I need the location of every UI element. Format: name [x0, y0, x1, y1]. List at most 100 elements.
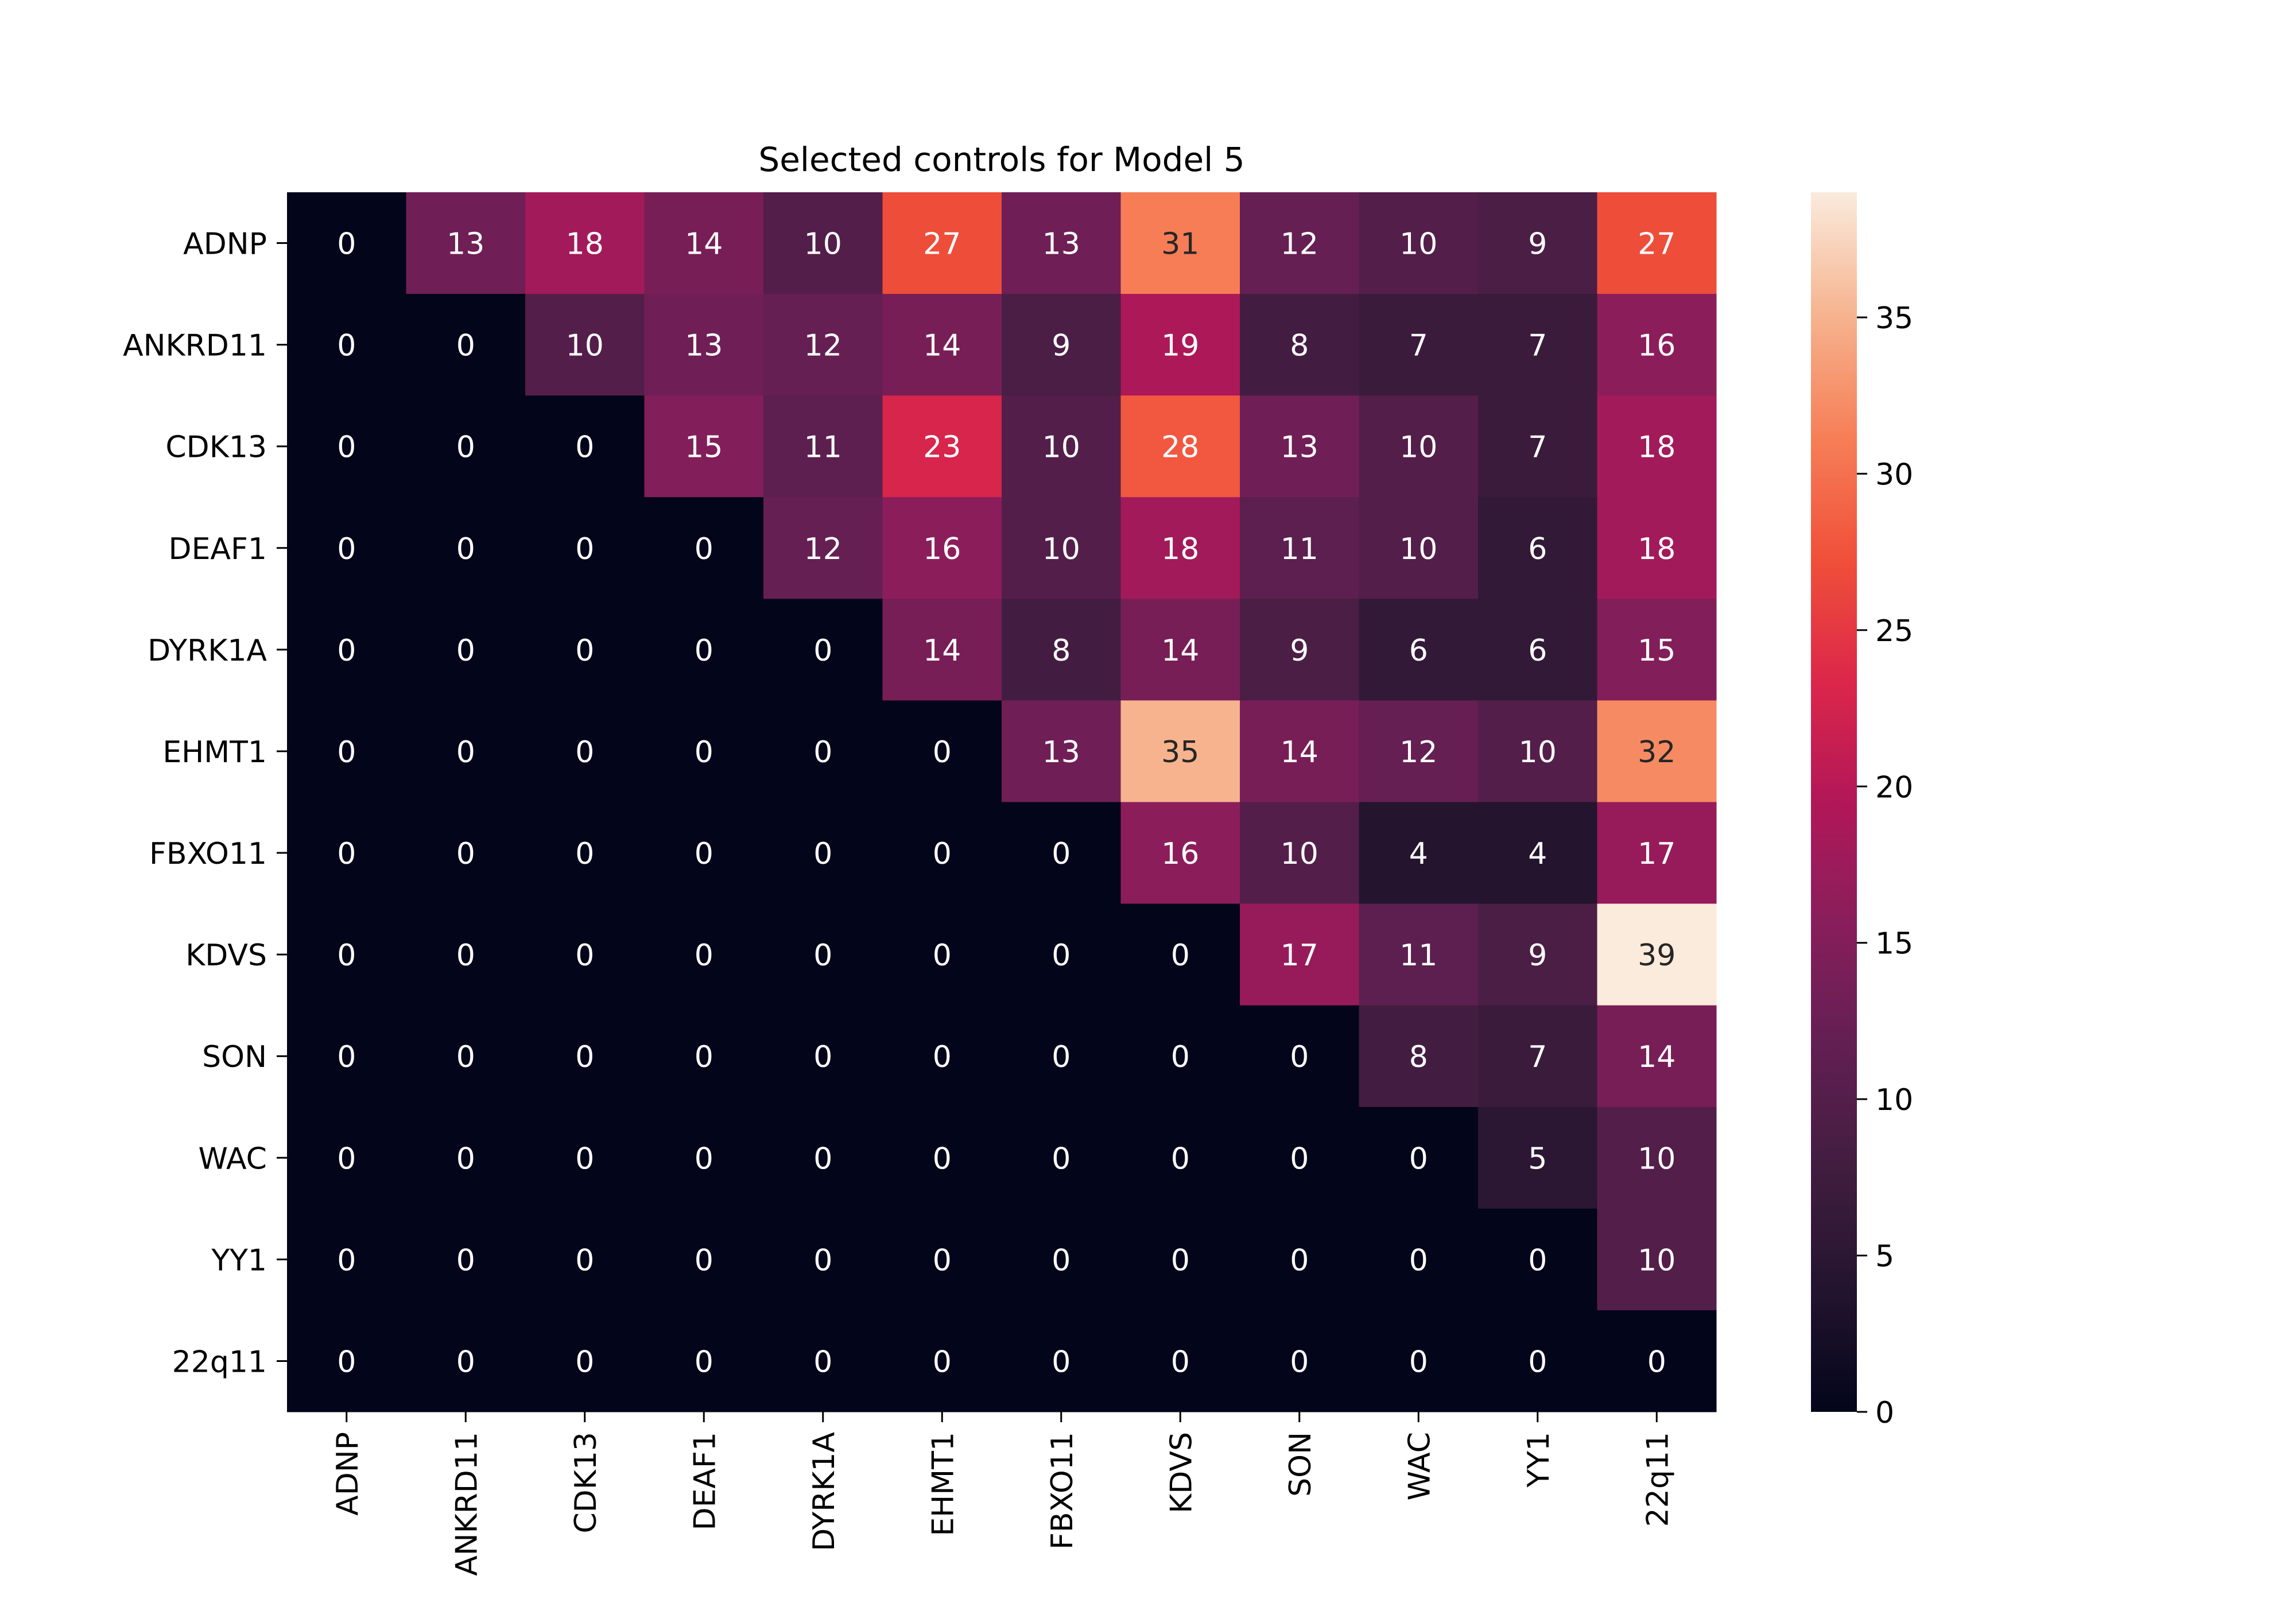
cell-value-label: 9 [1528, 227, 1547, 262]
cell-value-label: 0 [337, 1243, 356, 1278]
heatmap-cell [644, 599, 764, 701]
heatmap-cell [644, 1107, 764, 1209]
heatmap-cell [1002, 395, 1121, 498]
heatmap-cell [763, 1208, 883, 1311]
cell-value-label: 0 [1647, 1345, 1666, 1379]
cell-value-label: 0 [456, 634, 475, 668]
cell-value-label: 0 [695, 1243, 713, 1278]
heatmap-cell [406, 1208, 526, 1311]
cell-value-label: 10 [1519, 735, 1557, 770]
colorbar-tick-label: 10 [1875, 1083, 1913, 1117]
y-tick-label: SON [202, 1040, 267, 1074]
heatmap-cell [882, 1208, 1002, 1311]
heatmap-cell [644, 1208, 764, 1311]
heatmap-cell [287, 599, 406, 701]
heatmap-cell [525, 497, 645, 599]
cell-value-label: 0 [695, 634, 713, 668]
cell-value-label: 0 [337, 430, 356, 465]
colorbar: 0 5 10 15 20 25 30 35 [1811, 192, 1913, 1430]
y-tick-label: ADNP [183, 227, 267, 262]
cell-value-label: 0 [1290, 1345, 1309, 1379]
colorbar-tick-label: 0 [1875, 1396, 1894, 1430]
cell-value-label: 15 [1638, 634, 1676, 668]
heatmap-cell [525, 599, 645, 701]
cell-value-label: 16 [923, 532, 961, 566]
cell-value-label: 0 [337, 1142, 356, 1176]
heatmap-cell [1240, 192, 1359, 294]
heatmap-cell [1597, 192, 1717, 294]
cell-value-label: 0 [695, 1142, 713, 1176]
heatmap-cell [1002, 700, 1121, 802]
cell-value-label: 14 [1161, 634, 1199, 668]
heatmap-cell [1002, 802, 1121, 905]
heatmap-cell [1478, 1310, 1597, 1412]
x-tick-label: ANKRD11 [449, 1432, 484, 1576]
heatmap-cell [644, 802, 764, 905]
cell-value-label: 23 [923, 430, 961, 465]
heatmap-cell [644, 1310, 764, 1412]
heatmap-cell [763, 1107, 883, 1209]
heatmap-cell [1597, 395, 1717, 498]
cell-value-label: 8 [1052, 634, 1071, 668]
x-tick-label: DYRK1A [807, 1432, 841, 1551]
heatmap-cell [882, 1310, 1002, 1412]
cell-value-label: 0 [813, 837, 832, 871]
cell-value-label: 16 [1638, 329, 1676, 363]
heatmap-cell [1240, 599, 1359, 701]
cell-value-label: 7 [1528, 430, 1547, 465]
colorbar-tick-label: 20 [1875, 770, 1913, 805]
heatmap-cell [1002, 1310, 1121, 1412]
heatmap-cell [644, 294, 764, 396]
cell-value-label: 0 [337, 938, 356, 973]
cell-value-label: 6 [1528, 532, 1547, 566]
cell-value-label: 17 [1281, 938, 1318, 973]
heatmap-cell [1359, 700, 1479, 802]
heatmap-cell [406, 395, 526, 498]
heatmap-cell [1240, 1208, 1359, 1311]
x-axis: ADNP ANKRD11 CDK13 DEAF1 DYRK1A EHMT1 FBXO11 KD… [331, 1412, 1675, 1576]
heatmap-cell [1120, 1107, 1240, 1209]
cell-value-label: 10 [804, 227, 842, 262]
cell-value-label: 6 [1409, 634, 1428, 668]
heatmap-cell [1478, 1107, 1597, 1209]
cell-value-label: 13 [1042, 735, 1080, 770]
heatmap-cell [882, 497, 1002, 599]
heatmap-cell-labels: 0 13 18 14 10 27 13 31 12 10 9 27 0 0 10 13 12 14 9 19 8 7 7 16… [337, 227, 1676, 1380]
heatmap-cell [1359, 1310, 1479, 1412]
cell-value-label: 10 [1399, 532, 1437, 566]
heatmap-cell [1002, 599, 1121, 701]
cell-value-label: 14 [685, 227, 723, 262]
y-tick-label: WAC [198, 1142, 267, 1176]
cell-value-label: 10 [566, 329, 604, 363]
heatmap-cell [406, 903, 526, 1006]
heatmap-cell [287, 1107, 406, 1209]
heatmap-cell [1120, 294, 1240, 396]
heatmap-cell [1597, 802, 1717, 905]
heatmap-cell [1002, 192, 1121, 294]
cell-value-label: 0 [575, 938, 594, 973]
heatmap-cell [763, 802, 883, 905]
heatmap-cell [763, 1310, 883, 1412]
heatmap-cell [525, 192, 645, 294]
heatmap-cell [1597, 1005, 1717, 1108]
cell-value-label: 0 [695, 938, 713, 973]
x-tick-label: WAC [1402, 1432, 1437, 1501]
cell-value-label: 8 [1409, 1040, 1428, 1074]
cell-value-label: 0 [337, 634, 356, 668]
cell-value-label: 7 [1528, 329, 1547, 363]
heatmap-cell [287, 903, 406, 1006]
colorbar-tick-label: 5 [1875, 1240, 1894, 1274]
heatmap-cell [882, 192, 1002, 294]
heatmap-cell [763, 395, 883, 498]
heatmap-cell [1359, 802, 1479, 905]
y-tick-label: EHMT1 [162, 735, 267, 770]
cell-value-label: 11 [1399, 938, 1437, 973]
cell-value-label: 0 [456, 735, 475, 770]
cell-value-label: 0 [337, 1345, 356, 1379]
cell-value-label: 0 [695, 532, 713, 566]
heatmap-cell [1478, 294, 1597, 396]
heatmap-cell [1002, 1208, 1121, 1311]
cell-value-label: 13 [685, 329, 723, 363]
heatmap-cell [644, 1005, 764, 1108]
cell-value-label: 12 [1281, 227, 1318, 262]
